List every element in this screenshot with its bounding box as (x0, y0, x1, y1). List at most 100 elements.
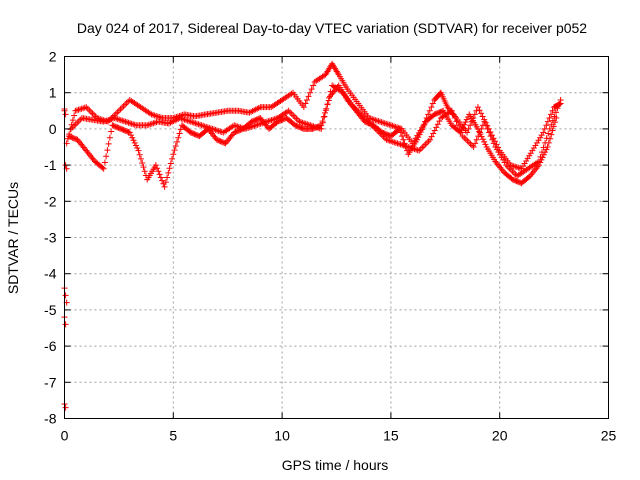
data-point (186, 118, 193, 125)
data-point (190, 119, 197, 126)
data-point (120, 118, 127, 125)
data-point (465, 139, 472, 146)
data-point (62, 321, 69, 328)
data-point (396, 125, 403, 132)
data-point (483, 122, 490, 129)
grid (64, 56, 609, 419)
data-point (370, 116, 377, 123)
data-point (302, 100, 309, 107)
data-point (108, 128, 115, 135)
data-point (166, 165, 173, 172)
data-point (548, 131, 555, 138)
y-tick-label: -8 (44, 411, 57, 427)
data-point (75, 106, 82, 113)
data-point (72, 121, 79, 128)
data-point (386, 121, 393, 128)
data-point (420, 142, 427, 149)
data-point (170, 151, 177, 158)
data-point (119, 117, 126, 124)
data-point (122, 101, 129, 108)
data-point (321, 113, 328, 120)
data-point (302, 120, 309, 127)
data-point (425, 111, 432, 118)
axes: 0 5 10 15 20 25 -8 -7 -6 -5 -4 -3 -2 -1 0 1 2 (44, 49, 616, 444)
data-point (192, 120, 199, 127)
data-point (484, 125, 491, 132)
data-point (473, 107, 480, 114)
data-point (416, 131, 423, 138)
data-point (401, 140, 408, 147)
data-point (130, 137, 137, 144)
data-point (151, 119, 158, 126)
data-point (397, 129, 404, 136)
data-point (421, 121, 428, 128)
x-tick-label: 25 (601, 428, 617, 444)
data-point (123, 119, 130, 126)
chart-title: Day 024 of 2017, Sidereal Day-to-day VTE… (77, 20, 587, 36)
data-point (375, 118, 382, 125)
data-point (125, 98, 132, 105)
data-point (384, 121, 391, 128)
data-point (546, 115, 553, 122)
data-point (301, 120, 308, 127)
data-point (416, 147, 423, 154)
data-point (176, 130, 183, 137)
data-point (116, 116, 123, 123)
data-point (467, 140, 474, 147)
data-point (476, 107, 483, 114)
data-point (117, 117, 124, 124)
data-point (383, 120, 390, 127)
data-point (428, 133, 435, 140)
data-point (114, 109, 121, 116)
data-point (325, 97, 332, 104)
data-point (77, 116, 84, 123)
data-point (175, 134, 182, 141)
data-point (427, 136, 434, 143)
data-point (542, 149, 549, 156)
data-point (448, 107, 455, 114)
data-point (62, 292, 69, 299)
data-point (177, 126, 184, 133)
data-point (80, 105, 87, 112)
data-point (320, 114, 327, 121)
data-point (428, 104, 435, 111)
data-point (389, 138, 396, 145)
data-point (155, 168, 162, 175)
x-tick-label: 15 (383, 428, 399, 444)
data-point (474, 104, 481, 111)
data-point (91, 111, 98, 118)
data-point (463, 116, 470, 123)
data-point (154, 113, 161, 120)
data-point (134, 145, 141, 152)
data-point (71, 112, 78, 119)
data-point (200, 122, 207, 129)
data-point (165, 169, 172, 176)
data-point (380, 119, 387, 126)
data-point (430, 130, 437, 137)
data-point (422, 141, 429, 148)
data-point (487, 133, 494, 140)
data-point (135, 147, 142, 154)
x-axis-label: GPS time / hours (282, 457, 389, 473)
data-point (395, 140, 402, 147)
data-point (164, 174, 171, 181)
data-point (169, 155, 176, 162)
data-point (77, 106, 84, 113)
data-point (543, 122, 550, 129)
data-point (433, 124, 440, 131)
data-point (490, 140, 497, 147)
data-point (554, 105, 561, 112)
data-point (141, 168, 148, 175)
y-tick-label: -2 (44, 193, 57, 209)
data-point (161, 183, 168, 190)
data-point (307, 89, 314, 96)
data-point (556, 101, 563, 108)
y-axis-label: SDTVAR / TECUs (5, 182, 21, 294)
data-point (479, 113, 486, 120)
data-point (547, 111, 554, 118)
data-point (131, 121, 138, 128)
data-point (545, 139, 552, 146)
data-point (323, 105, 330, 112)
data-point (84, 105, 91, 112)
